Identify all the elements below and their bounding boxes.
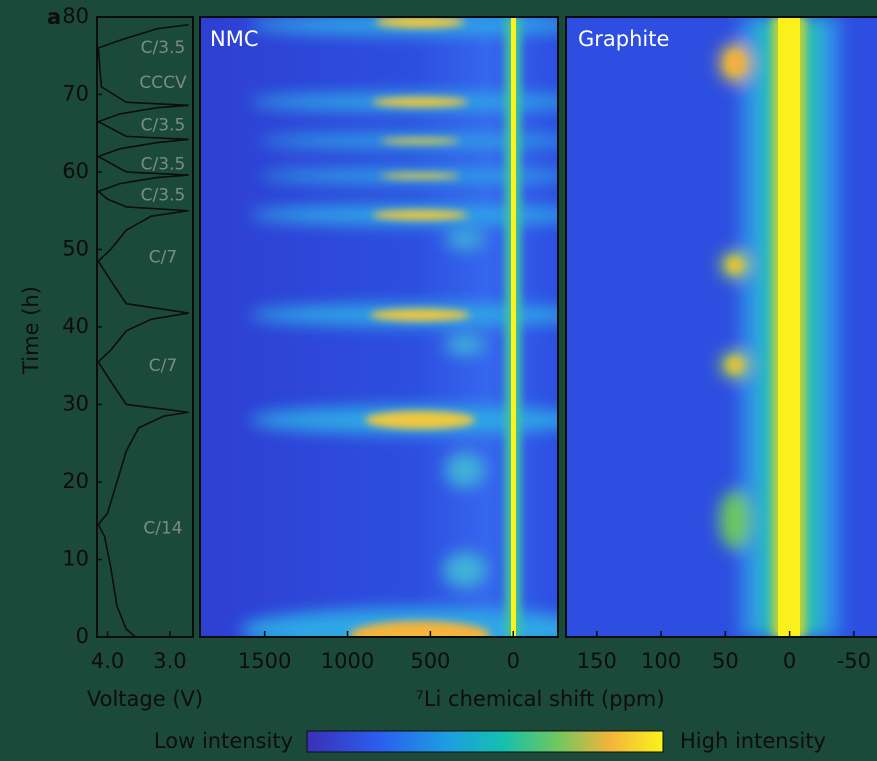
y-tick-label: 10 [62,547,89,571]
y-tick-label: 80 [62,4,89,28]
annotation: CCCV [139,73,187,93]
annotation: C/3.5 [141,38,186,58]
x-tick-label: 4.0 [91,649,124,673]
x-tick-label: 500 [410,649,450,673]
x-axis-label: ⁷Li chemical shift (ppm) [415,687,664,711]
colorbar-label: High intensity [680,729,826,753]
y-tick-label: 40 [62,314,89,338]
y-tick-label: 30 [62,392,89,416]
y-tick-label: 0 [76,624,89,648]
colorbar [306,730,664,753]
colorbar-label: Low intensity [154,729,293,753]
y-tick-label: 20 [62,469,89,493]
x-tick-label: 150 [577,649,617,673]
x-tick-label: 1000 [321,649,374,673]
annotation: C/14 [143,519,182,539]
x-tick-label: 1500 [238,649,291,673]
x-tick-label: 0 [507,649,520,673]
panel-title: Graphite [578,27,669,51]
x-tick-label: 0 [783,649,796,673]
voltage-line [96,23,189,638]
y-tick-label: 50 [62,237,89,261]
x-axis-label: Voltage (V) [87,687,203,711]
annotation: C/7 [149,247,177,267]
y-tick-label: 60 [62,159,89,183]
x-tick-label: 100 [641,649,681,673]
x-tick-label: 50 [712,649,739,673]
annotation: C/3.5 [141,116,186,136]
x-tick-label: 3.0 [153,649,186,673]
panel-title: NMC [210,27,259,51]
annotation: C/3.5 [141,154,186,174]
panel-label: a [47,5,61,29]
y-tick-label: 70 [62,82,89,106]
annotation: C/7 [149,356,177,376]
nmc-heatmap [200,17,558,637]
graphite-heatmap [566,17,877,637]
frame [199,16,559,638]
x-tick-label: -50 [837,649,871,673]
y-axis-label: Time (h) [19,286,43,375]
annotation: C/3.5 [141,185,186,205]
